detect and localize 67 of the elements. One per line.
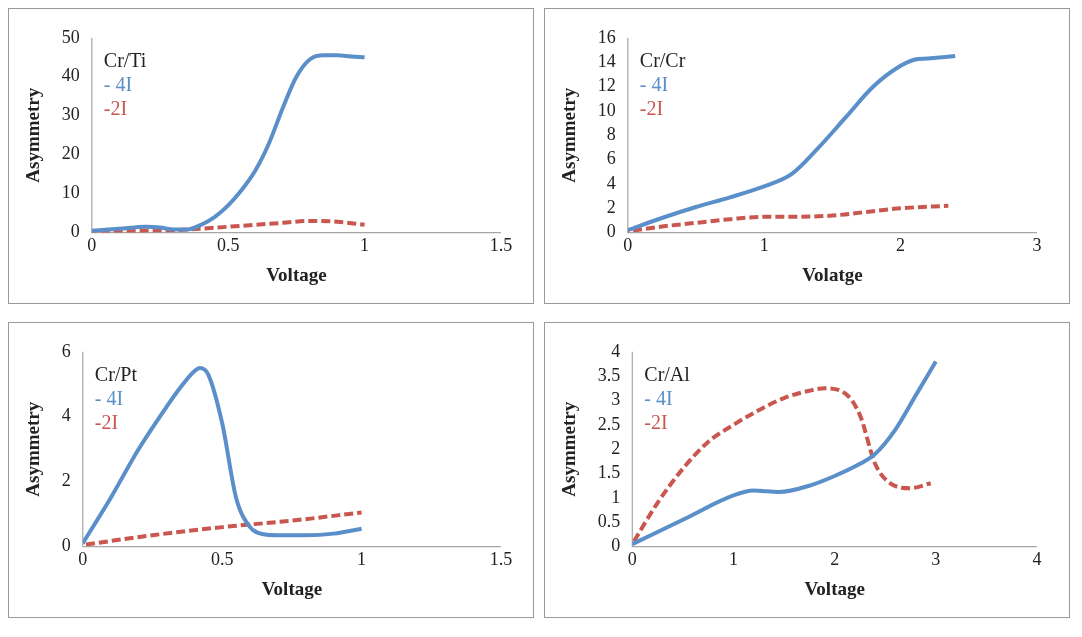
- y-tick-label: 3.5: [597, 364, 621, 385]
- text: - 4I: [103, 73, 133, 96]
- y-tick-label: 2.5: [597, 413, 621, 434]
- text: - 4I: [639, 73, 669, 96]
- x-tick-label: 1: [357, 549, 367, 570]
- x-axis-title: Voltage: [266, 263, 327, 285]
- y-tick-label: 4: [611, 340, 621, 361]
- y-tick-label: 16: [597, 26, 616, 47]
- y-tick-label: 10: [597, 99, 616, 120]
- y-tick-label: 0: [611, 535, 621, 556]
- x-tick-label: 0: [627, 549, 637, 570]
- line-series: [632, 359, 938, 547]
- x-tick-label: 0: [87, 235, 97, 256]
- y-tick-label: 1: [611, 486, 621, 507]
- y-tick-label: 14: [597, 50, 616, 71]
- y-tick-label: 20: [61, 143, 80, 164]
- x-tick-label: 3: [1032, 235, 1042, 256]
- x-tick-label: 0.5: [216, 235, 240, 256]
- x-tick-label: 1.5: [489, 235, 513, 256]
- y-tick-label: 0: [606, 221, 616, 242]
- y-tick-label: 0: [70, 221, 80, 242]
- y-axis-title: Asymmetry: [22, 401, 44, 497]
- text: -2I: [639, 97, 664, 120]
- y-tick-label: 50: [61, 26, 80, 47]
- y-axis-title: Asymmetry: [558, 87, 580, 183]
- x-axis-title: Volatge: [802, 263, 863, 285]
- x-tick-label: 1: [360, 235, 370, 256]
- x-tick-label: 1.5: [489, 549, 513, 570]
- line-series: [82, 366, 364, 546]
- x-axis-title: Voltage: [261, 577, 323, 599]
- text: - 4I: [644, 387, 673, 410]
- text: -2I: [94, 411, 119, 434]
- y-tick-label: 0: [61, 535, 71, 556]
- series-label: -2I: [644, 411, 668, 434]
- y-tick-label: 6: [606, 148, 616, 169]
- text: -2I: [103, 97, 128, 120]
- legend-title: Cr/Ti: [103, 49, 147, 72]
- y-tick-label: 2: [611, 437, 621, 458]
- line-series: [91, 53, 367, 233]
- series-label: - 4I: [94, 387, 124, 410]
- x-tick-label: 3: [931, 549, 941, 570]
- y-tick-label: 1.5: [597, 462, 621, 483]
- x-tick-label: 2: [896, 235, 906, 256]
- line-series: [627, 54, 958, 233]
- x-tick-label: 2: [830, 549, 840, 570]
- y-tick-label: 8: [606, 123, 616, 144]
- y-tick-label: 4: [61, 405, 71, 426]
- x-tick-label: 0.5: [210, 549, 234, 570]
- x-axis-title: Voltage: [804, 577, 865, 599]
- y-tick-label: 30: [61, 104, 80, 125]
- y-tick-label: 40: [61, 65, 80, 86]
- y-tick-label: 12: [597, 75, 616, 96]
- x-tick-label: 4: [1032, 549, 1042, 570]
- y-tick-label: 2: [606, 196, 616, 217]
- y-axis-title: Asymmetry: [22, 87, 44, 183]
- y-axis-title: Asymmetry: [558, 401, 580, 497]
- y-tick-label: 4: [606, 172, 616, 193]
- y-tick-label: 10: [61, 182, 80, 203]
- legend-title: Cr/Cr: [639, 49, 686, 72]
- y-tick-label: 3: [611, 389, 621, 410]
- x-tick-label: 1: [728, 549, 738, 570]
- x-tick-label: 1: [759, 235, 769, 256]
- y-tick-label: 2: [61, 470, 71, 491]
- legend-title: Cr/Pt: [94, 363, 138, 386]
- y-tick-label: 6: [61, 340, 71, 361]
- y-tick-label: 0.5: [597, 510, 621, 531]
- legend-title: Cr/Al: [644, 363, 691, 386]
